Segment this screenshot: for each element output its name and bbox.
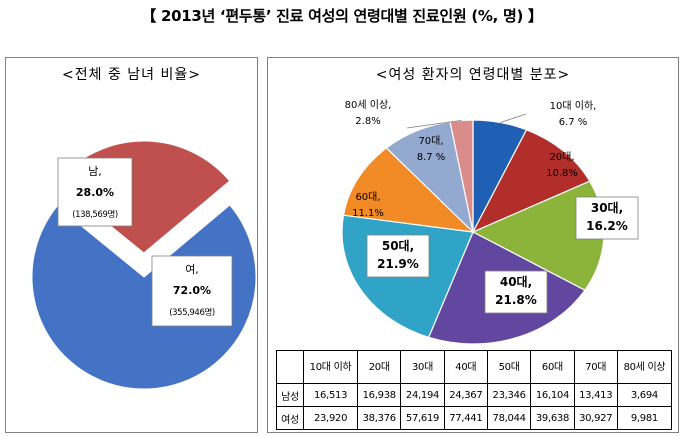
table-cell: 38,376 <box>357 406 402 430</box>
slice-label: 20대, <box>549 151 574 163</box>
age-slice <box>342 147 475 233</box>
slice-label: 남, <box>88 165 102 178</box>
female-slice <box>31 204 257 390</box>
table-cell: 30,927 <box>573 406 618 430</box>
table-row: 여성 23,920 38,376 57,619 77,441 78,044 39,638 30… <box>276 406 673 430</box>
slice-percent-label: 6.7 % <box>559 117 588 128</box>
slice-percent-label: 16.2% <box>586 219 628 233</box>
slice-label: 40대, <box>500 275 532 289</box>
age-pie-chart: 10대 이하, 6.7 % 20대, 10.8% 30대, 16.2% 40대, 21.8% 5… <box>341 99 639 345</box>
slice-label-box <box>484 270 548 314</box>
gender-ratio-panel: <전체 중 남녀 비율> 여, 72.0% (355,946명) 남, 28.0% (13… <box>5 57 258 433</box>
table-column-header: 40대 <box>443 350 488 384</box>
gender-ratio-title: <전체 중 남녀 비율> <box>62 67 201 83</box>
slice-label: 50대, <box>382 239 414 253</box>
table-row-header: 남성 <box>276 383 304 407</box>
table-cell: 57,619 <box>400 406 445 430</box>
table-cell: 3,694 <box>616 383 673 407</box>
age-distribution-title: <여성 환자의 연령대별 분포> <box>375 67 571 83</box>
slice-percent-label: 10.8% <box>546 168 578 179</box>
slice-percent-label: 11.1% <box>352 208 384 219</box>
table-column-header: 50대 <box>486 350 532 384</box>
slice-count-label: (355,946명) <box>169 307 215 318</box>
slice-percent-label: 8.7 % <box>417 152 446 163</box>
slice-percent-label: 2.8% <box>355 116 380 127</box>
table-column-header: 60대 <box>530 350 575 384</box>
gender-pie-chart: 여, 72.0% (355,946명) 남, 28.0% (138,569명) <box>31 140 257 390</box>
table-cell: 16,104 <box>530 383 575 407</box>
slice-label: 30대, <box>591 201 623 215</box>
table-column-header: 70대 <box>573 350 618 384</box>
slice-label-box <box>366 234 430 278</box>
age-distribution-panel: <여성 환자의 연령대별 분포> 10대 이하, 6.7 % 20대, 10.8% 30… <box>267 57 679 433</box>
male-label-box <box>57 157 133 227</box>
table-cell: 9,981 <box>616 406 673 430</box>
table-cell: 23,346 <box>486 383 532 407</box>
table-cell: 13,413 <box>573 383 618 407</box>
table-corner-cell <box>276 350 304 384</box>
table-cell: 16,513 <box>302 383 359 407</box>
table-column-header: 10대 이하 <box>302 350 359 384</box>
slice-percent-label: 21.9% <box>377 257 419 271</box>
leader-line <box>500 113 527 123</box>
slice-label: 60대, <box>355 191 380 203</box>
table-row: 남성 16,513 16,938 24,194 24,367 23,346 16,104 13… <box>276 383 673 407</box>
table-cell: 39,638 <box>530 406 575 430</box>
table-cell: 78,044 <box>486 406 532 430</box>
gender-slice-group <box>31 204 257 390</box>
slice-label: 여, <box>185 263 199 276</box>
slice-label-box <box>575 196 639 240</box>
female-label-box <box>151 255 233 327</box>
table-row-header: 여성 <box>276 406 304 430</box>
table-cell: 77,441 <box>443 406 488 430</box>
slice-percent-label: 21.8% <box>495 293 537 307</box>
table-cell: 16,938 <box>357 383 402 407</box>
table-header-row: 10대 이하 20대 30대 40대 50대 60대 70대 80세 이상 <box>276 350 673 384</box>
age-slice <box>471 129 591 234</box>
slice-label: 80세 이상, <box>345 99 392 111</box>
table-cell: 23,920 <box>302 406 359 430</box>
slice-count-label: (138,569명) <box>72 209 118 220</box>
slice-label: 10대 이하, <box>550 99 597 112</box>
slice-percent-label: 72.0% <box>173 284 211 297</box>
slice-percent-label: 28.0% <box>76 186 114 199</box>
page-title: 【 2013년 ‘편두통’ 진료 여성의 연령대별 진료인원 (%, 명) 】 <box>141 7 543 25</box>
table-cell: 24,367 <box>443 383 488 407</box>
slice-label: 70대, <box>418 135 443 147</box>
leader-line <box>406 120 462 129</box>
table-column-header: 80세 이상 <box>616 350 673 384</box>
patients-table: 10대 이하 20대 30대 40대 50대 60대 70대 80세 이상 남성 16,513 16… <box>276 350 673 430</box>
table-column-header: 20대 <box>357 350 402 384</box>
table-cell: 24,194 <box>400 383 445 407</box>
table-column-header: 30대 <box>400 350 445 384</box>
